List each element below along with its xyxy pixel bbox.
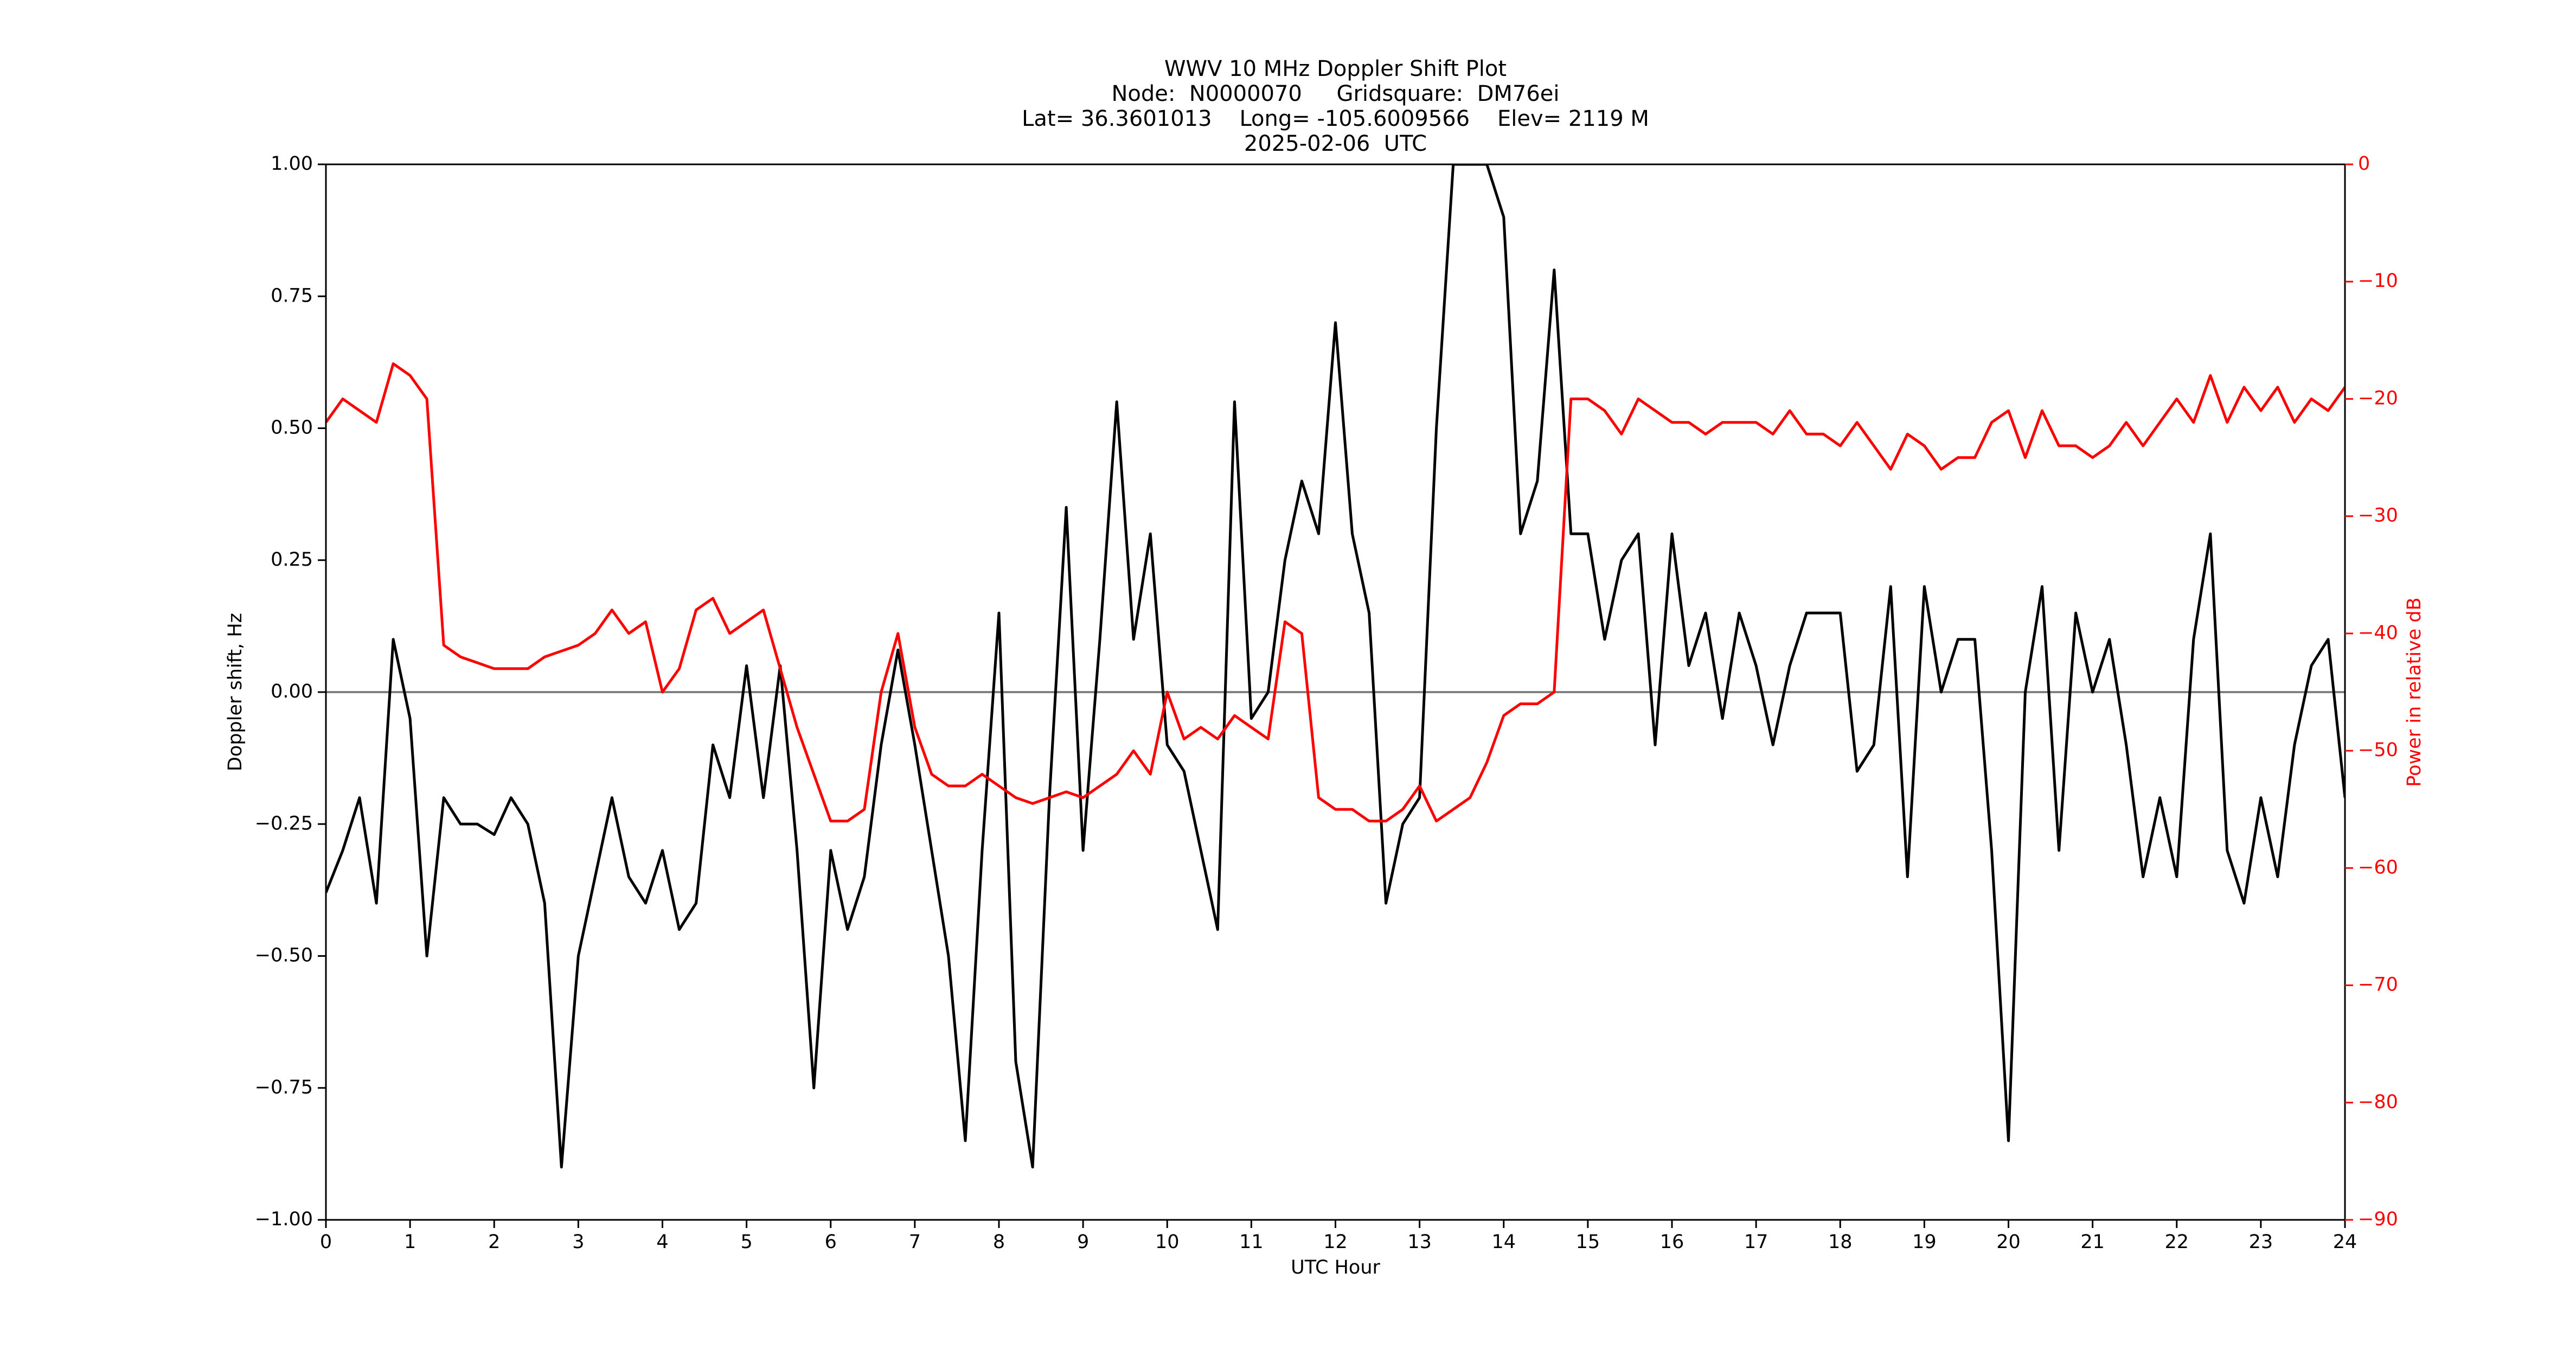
y2-tick-label: −40 <box>2358 622 2398 644</box>
y2-tick-label: −80 <box>2358 1091 2398 1113</box>
x-tick-label: 22 <box>2164 1231 2189 1253</box>
x-tick-label: 8 <box>993 1231 1005 1253</box>
x-tick-label: 6 <box>825 1231 837 1253</box>
y-tick-label: −0.75 <box>255 1077 313 1098</box>
x-tick-label: 16 <box>1660 1231 1684 1253</box>
chart-title: 2025-02-06 UTC <box>1244 131 1427 156</box>
y2-axis-label: Power in relative dB <box>2404 597 2425 786</box>
x-tick-label: 2 <box>488 1231 500 1253</box>
x-tick-label: 4 <box>656 1231 668 1253</box>
x-axis-label: UTC Hour <box>1291 1257 1380 1278</box>
x-tick-label: 23 <box>2249 1231 2273 1253</box>
x-tick-label: 9 <box>1077 1231 1089 1253</box>
y-tick-label: −0.25 <box>255 813 313 834</box>
data-line <box>326 164 2345 1169</box>
x-tick-label: 19 <box>1912 1231 1937 1253</box>
y-tick-label: −0.50 <box>255 945 313 967</box>
y2-tick-label: −20 <box>2358 387 2398 409</box>
y-tick-label: 0.75 <box>271 285 313 306</box>
chart-title: Node: N0000070 Gridsquare: DM76ei <box>1112 81 1560 106</box>
y-tick-label: 0.25 <box>271 549 313 571</box>
y-tick-label: −1.00 <box>255 1208 313 1230</box>
x-tick-label: 15 <box>1576 1231 1600 1253</box>
y2-tick-label: 0 <box>2358 153 2370 175</box>
data-line <box>326 362 2345 823</box>
x-tick-label: 14 <box>1491 1231 1516 1253</box>
y-axis-label: Doppler shift, Hz <box>225 613 246 771</box>
y2-tick-label: −90 <box>2358 1208 2398 1230</box>
y-tick-label: 0.00 <box>271 681 313 702</box>
x-tick-label: 24 <box>2333 1231 2357 1253</box>
x-tick-label: 0 <box>320 1231 332 1253</box>
y2-tick-label: −70 <box>2358 974 2398 996</box>
x-tick-label: 21 <box>2080 1231 2105 1253</box>
y-tick-label: 1.00 <box>271 153 313 175</box>
x-tick-label: 3 <box>572 1231 584 1253</box>
y2-tick-label: −60 <box>2358 856 2398 878</box>
x-tick-label: 7 <box>909 1231 921 1253</box>
x-tick-label: 11 <box>1239 1231 1264 1253</box>
y-tick-label: 0.50 <box>271 417 313 439</box>
x-tick-label: 5 <box>740 1231 752 1253</box>
x-tick-label: 12 <box>1323 1231 1348 1253</box>
y2-tick-label: −50 <box>2358 739 2398 761</box>
x-tick-label: 18 <box>1828 1231 1853 1253</box>
y2-tick-label: −10 <box>2358 270 2398 292</box>
chart-title: WWV 10 MHz Doppler Shift Plot <box>1164 56 1507 81</box>
x-tick-label: 13 <box>1407 1231 1432 1253</box>
x-tick-label: 1 <box>404 1231 416 1253</box>
x-tick-label: 10 <box>1155 1231 1180 1253</box>
x-tick-label: 17 <box>1744 1231 1768 1253</box>
chart-title: Lat= 36.3601013 Long= -105.6009566 Elev=… <box>1022 106 1649 131</box>
y2-tick-label: −30 <box>2358 505 2398 527</box>
x-tick-label: 20 <box>1996 1231 2021 1253</box>
